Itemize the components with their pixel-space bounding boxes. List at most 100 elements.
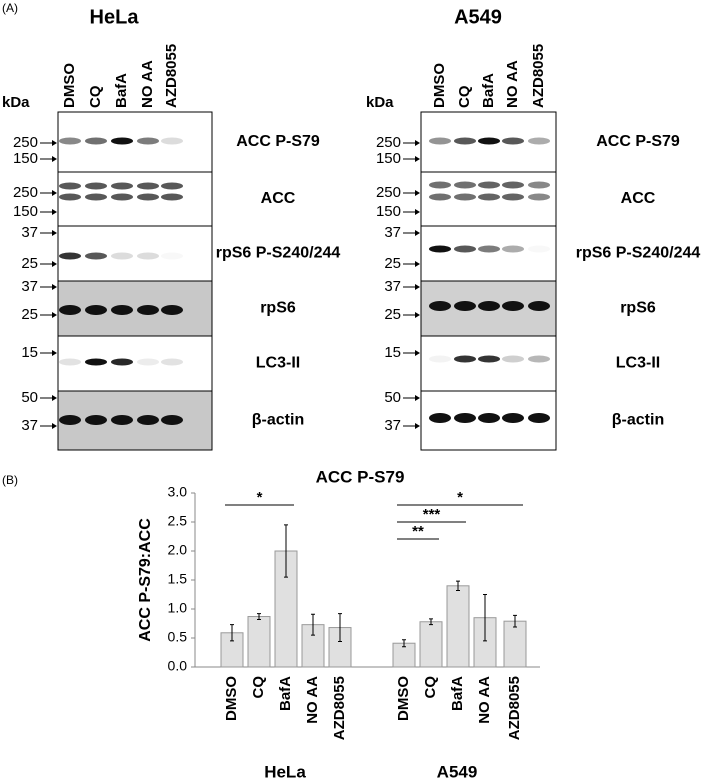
- band: [502, 355, 524, 363]
- antibody-label: β-actin: [252, 412, 304, 429]
- band: [59, 358, 81, 366]
- chart-title: ACC P-S79: [316, 467, 405, 486]
- kda-label: kDa: [366, 94, 394, 111]
- band: [528, 181, 550, 189]
- band: [478, 301, 500, 311]
- x-tick-label: AZD8055: [331, 676, 348, 740]
- band: [85, 358, 107, 366]
- band: [161, 253, 183, 260]
- marker-arrowhead: [415, 209, 420, 215]
- x-tick-label: BafA: [449, 676, 466, 711]
- blot-row: [420, 335, 557, 392]
- y-tick-label: 2.0: [168, 542, 188, 558]
- band: [161, 182, 183, 190]
- band: [429, 355, 451, 363]
- marker-label: 37: [21, 224, 38, 241]
- x-tick-label: BafA: [277, 676, 294, 711]
- band: [454, 301, 476, 311]
- marker-label: 150: [376, 150, 401, 167]
- marker-label: 250: [376, 184, 401, 201]
- band: [528, 193, 550, 201]
- marker-arrowhead: [415, 423, 420, 429]
- band: [502, 413, 524, 423]
- antibody-label: ACC P-S79: [596, 133, 680, 150]
- blot-row: [420, 225, 557, 282]
- band: [111, 415, 133, 425]
- lane-label: CQ: [456, 85, 473, 108]
- band: [111, 182, 133, 190]
- marker-label: 50: [384, 389, 401, 406]
- lane-label: NO AA: [504, 60, 521, 108]
- marker-arrowhead: [415, 350, 420, 356]
- x-tick-label: AZD8055: [506, 676, 523, 740]
- panel-label: (A): [2, 1, 18, 15]
- lane-label: AZD8055: [163, 44, 180, 108]
- band: [137, 137, 159, 145]
- band: [478, 355, 500, 363]
- blot-row: [57, 171, 213, 227]
- bar: [247, 616, 271, 668]
- marker-label: 25: [21, 306, 38, 323]
- y-tick-label: 1.0: [168, 600, 188, 616]
- band: [478, 245, 500, 253]
- marker-arrowhead: [415, 140, 420, 146]
- marker-arrowhead: [52, 423, 57, 429]
- band: [59, 137, 81, 145]
- marker-label: 150: [13, 203, 38, 220]
- lane-label: BafA: [113, 73, 130, 108]
- band: [429, 301, 451, 311]
- y-axis-label: ACC P-S79:ACC: [137, 518, 154, 642]
- blot-row: [57, 280, 213, 337]
- group-label: A549: [437, 762, 478, 781]
- marker-arrowhead: [415, 312, 420, 318]
- band: [137, 305, 159, 315]
- band: [502, 193, 524, 201]
- band: [429, 413, 451, 423]
- band: [137, 358, 159, 366]
- band: [59, 182, 81, 190]
- antibody-label: ACC: [261, 190, 296, 207]
- antibody-label: rpS6: [620, 300, 656, 317]
- band: [161, 358, 183, 366]
- band: [528, 246, 550, 253]
- blot-row: [57, 390, 213, 451]
- y-tick-label: 3.0: [168, 484, 188, 500]
- band: [59, 305, 81, 315]
- band: [111, 358, 133, 366]
- marker-arrowhead: [52, 140, 57, 146]
- marker-arrowhead: [52, 261, 57, 267]
- marker-label: 37: [384, 224, 401, 241]
- x-tick-label: CQ: [422, 676, 439, 699]
- marker-arrowhead: [415, 284, 420, 290]
- lane-label: DMSO: [61, 63, 78, 108]
- marker-label: 50: [21, 389, 38, 406]
- marker-label: 25: [21, 255, 38, 272]
- antibody-label: rpS6 P-S240/244: [576, 245, 701, 262]
- marker-label: 25: [384, 255, 401, 272]
- marker-arrowhead: [415, 395, 420, 401]
- band: [85, 182, 107, 190]
- significance-label: *: [257, 489, 263, 506]
- band: [478, 137, 500, 145]
- band: [111, 252, 133, 260]
- band: [454, 137, 476, 145]
- band: [59, 193, 81, 201]
- antibody-label: LC3-II: [256, 355, 300, 372]
- marker-arrowhead: [415, 156, 420, 162]
- lane-label: CQ: [87, 85, 104, 108]
- y-tick-label: 1.5: [168, 571, 188, 587]
- band: [502, 181, 524, 189]
- antibody-label: ACC: [621, 190, 656, 207]
- band: [454, 413, 476, 423]
- marker-label: 15: [384, 344, 401, 361]
- antibody-label: rpS6: [260, 300, 296, 317]
- error-bar: [257, 613, 261, 620]
- marker-arrowhead: [52, 395, 57, 401]
- band: [502, 137, 524, 145]
- error-bar: [230, 624, 234, 642]
- marker-label: 15: [21, 344, 38, 361]
- band: [454, 193, 476, 201]
- band: [161, 137, 183, 145]
- band: [454, 181, 476, 189]
